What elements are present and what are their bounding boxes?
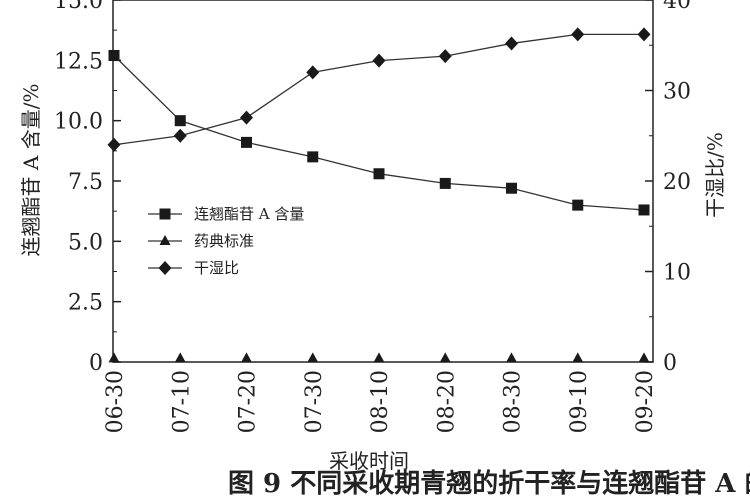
- x-axis: 06-30 07-10 07-20 07-30 08-10 08-20 08-30 09-10…: [103, 354, 658, 433]
- right-axis: 0 10 20 30 40: [645, 0, 691, 376]
- data-point: [173, 128, 187, 143]
- series-line: [113, 33, 644, 146]
- legend-label: 干湿比: [194, 259, 239, 277]
- x-tick-label: 09-10: [567, 370, 592, 433]
- x-tick-label: 07-10: [169, 370, 194, 433]
- x-tick-label: 07-20: [236, 370, 261, 433]
- legend-item: 干湿比: [148, 259, 239, 277]
- right-axis-title: 干湿比/%: [703, 132, 727, 218]
- data-point: [108, 352, 120, 363]
- data-point: [439, 352, 451, 363]
- x-tick-label: 08-10: [368, 370, 393, 433]
- legend-marker: [158, 261, 172, 275]
- plot-frame: [112, 0, 654, 363]
- legend-marker: [159, 208, 171, 220]
- data-point: [373, 352, 385, 363]
- data-point: [638, 352, 650, 363]
- data-point: [505, 36, 518, 51]
- legend-marker: [159, 235, 171, 245]
- right-tick-label: 20: [663, 170, 691, 195]
- data-point: [506, 182, 517, 194]
- data-point: [241, 136, 252, 148]
- legend-label: 连翘酯苷 A 含量: [194, 205, 304, 223]
- data-point: [373, 168, 385, 180]
- left-tick-label: 10.0: [54, 110, 103, 135]
- right-tick-label: 10: [663, 261, 691, 286]
- data-point: [439, 177, 451, 189]
- data-point: [638, 204, 650, 216]
- left-tick-label: 12.5: [54, 49, 103, 74]
- series-2: [108, 352, 650, 363]
- figure-caption: 图 9 不同采收期青翘的折干率与连翘酯苷 A 的变化: [228, 468, 750, 499]
- left-axis: 0 2.5 5.0 7.5 10.0 12.5 15.0: [54, 0, 121, 376]
- x-tick-label: 07-30: [302, 370, 327, 433]
- x-tick-label: 08-30: [501, 370, 526, 433]
- left-tick-label: 2.5: [68, 291, 103, 316]
- data-point: [506, 352, 517, 363]
- data-point: [637, 27, 651, 42]
- legend-item: 连翘酯苷 A 含量: [148, 205, 304, 223]
- data-point: [240, 110, 253, 125]
- data-point: [438, 49, 452, 64]
- series-1: [108, 50, 650, 216]
- data-point: [307, 352, 319, 363]
- x-tick-label: 08-20: [434, 370, 459, 433]
- data-point: [241, 352, 252, 363]
- right-tick-label: 40: [663, 0, 691, 14]
- series-layer: [107, 27, 651, 363]
- data-point: [372, 53, 386, 68]
- legend-label: 药典标准: [194, 232, 254, 250]
- left-axis-title: 连翘酯苷 A 含量/%: [19, 84, 43, 257]
- series-3: [107, 27, 651, 152]
- right-tick-label: 0: [663, 351, 677, 376]
- data-point: [572, 199, 584, 211]
- data-point: [307, 151, 319, 163]
- left-tick-label: 15.0: [54, 0, 103, 14]
- data-point: [306, 65, 320, 80]
- x-tick-label: 06-30: [103, 370, 128, 433]
- data-point: [174, 352, 186, 363]
- x-tick-label: 09-20: [633, 370, 658, 433]
- right-tick-label: 30: [663, 80, 691, 105]
- legend-item: 药典标准: [148, 232, 254, 250]
- data-point: [174, 115, 186, 127]
- left-tick-label: 0: [89, 351, 103, 376]
- left-tick-label: 5.0: [68, 230, 103, 255]
- data-point: [107, 137, 121, 152]
- data-point: [572, 352, 584, 363]
- data-point: [571, 27, 585, 42]
- data-point: [108, 50, 120, 62]
- left-tick-label: 7.5: [68, 170, 103, 195]
- x-axis-title: 采收时间: [329, 449, 409, 473]
